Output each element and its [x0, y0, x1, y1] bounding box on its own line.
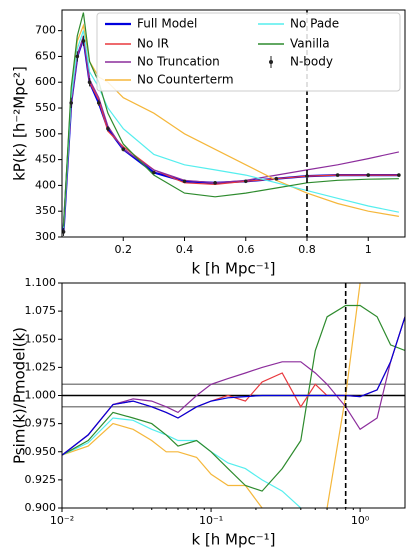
y-tick-label: 0.900: [25, 501, 57, 514]
nbody-point: [305, 174, 309, 178]
y-tick-label: 400: [35, 178, 56, 191]
point: [69, 101, 73, 105]
series-line: [62, 35, 400, 232]
y-tick-label: 1.075: [25, 304, 57, 317]
legend-label: N-body: [290, 55, 333, 69]
y-tick-label: 600: [35, 75, 56, 88]
nbody-point: [62, 227, 66, 236]
x-axis-label: k [h Mpc⁻¹]: [191, 260, 275, 278]
x-tick-label: 0.8: [298, 243, 316, 256]
plot-area: [62, 10, 401, 237]
nbody-point: [152, 170, 156, 175]
plot-area: [62, 283, 405, 508]
series-line: [62, 417, 302, 508]
series-line: [62, 304, 405, 492]
series-line: [62, 316, 405, 456]
axes-frame: [61, 282, 406, 509]
y-tick-label: 650: [35, 49, 56, 62]
series-line: [62, 30, 400, 230]
y-tick-label: 1.025: [25, 360, 57, 373]
y-tick-label: 700: [35, 24, 56, 37]
x-tick-label: 0.4: [176, 243, 194, 256]
nbody-point: [182, 179, 187, 184]
series-line: [62, 23, 400, 227]
nbody-point: [397, 173, 401, 177]
point: [106, 126, 110, 131]
nbody-point: [274, 176, 279, 181]
point: [243, 179, 248, 184]
y-axis-label: kP(k) [h⁻²Mpc²]: [11, 66, 29, 181]
legend-label: No IR: [137, 37, 169, 51]
nbody-point: [87, 78, 92, 87]
legend-label: No Pade: [290, 17, 339, 31]
y-tick-label: 1.050: [25, 332, 57, 345]
nbody-point: [75, 51, 80, 62]
nbody-point: [69, 97, 73, 109]
series-line: [62, 316, 405, 456]
point: [335, 173, 340, 177]
x-tick-label: 10⁰: [351, 514, 370, 527]
nbody-point: [121, 147, 126, 152]
nbody-point: [81, 35, 86, 47]
y-tick-label: 300: [35, 230, 56, 243]
legend-label: Full Model: [137, 17, 197, 31]
legend-label: Vanilla: [290, 37, 330, 51]
nbody-point: [366, 173, 371, 177]
point: [274, 176, 279, 181]
y-axis-label: Psim(k)/Pmodel(k): [11, 327, 29, 464]
x-tick-label: 10⁻²: [50, 514, 74, 527]
nbody-point: [243, 179, 248, 184]
legend-swatch: [269, 60, 273, 64]
point: [397, 173, 401, 177]
x-tick-label: 10⁻¹: [199, 514, 223, 527]
nbody-point: [96, 99, 101, 106]
y-tick-label: 450: [35, 153, 56, 166]
legend-box: [96, 12, 401, 92]
point: [121, 147, 126, 152]
point: [62, 230, 66, 234]
y-tick-label: 0.975: [25, 417, 57, 430]
series-line: [62, 12, 399, 227]
y-tick-label: 550: [35, 101, 56, 114]
x-axis-label: k [h Mpc⁻¹]: [191, 531, 275, 549]
nbody-point: [106, 126, 110, 132]
axes-frame: [61, 9, 406, 238]
point: [75, 54, 80, 59]
y-tick-label: 0.925: [25, 473, 57, 486]
nbody-point: [213, 181, 217, 185]
y-tick-label: 350: [35, 204, 56, 217]
legend-label: No Truncation: [137, 55, 220, 69]
point: [87, 80, 92, 85]
y-tick-label: 0.950: [25, 445, 57, 458]
point: [366, 173, 371, 177]
point: [96, 101, 101, 105]
y-tick-label: 500: [35, 127, 56, 140]
x-tick-label: 0.2: [115, 243, 133, 256]
point: [152, 170, 156, 175]
legend-label: No Counterterm: [137, 73, 234, 87]
nbody-point: [335, 173, 340, 177]
point: [305, 174, 309, 178]
point: [213, 181, 217, 185]
x-tick-label: 0.6: [237, 243, 255, 256]
y-tick-label: 1.000: [25, 389, 57, 402]
x-tick-label: 1: [365, 243, 372, 256]
point: [81, 39, 86, 43]
point: [182, 179, 187, 184]
y-tick-label: 1.100: [25, 276, 57, 289]
